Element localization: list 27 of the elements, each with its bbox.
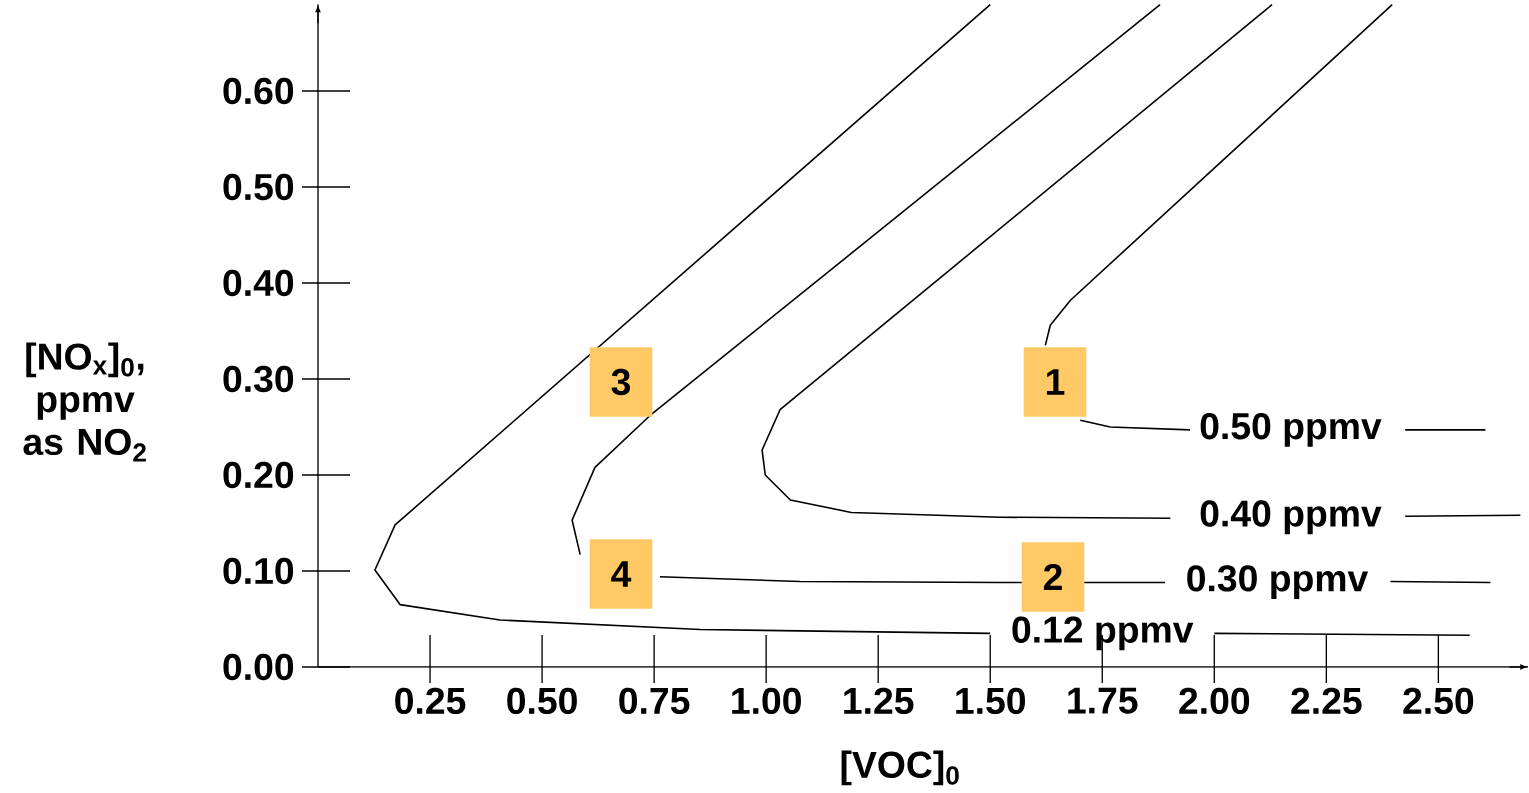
series-label: 0.30 ppmv	[1187, 565, 1369, 599]
annotation: 4	[611, 561, 632, 587]
x-tick-label: 1.50	[956, 687, 1026, 715]
x-tick-label: 2.25	[1291, 687, 1362, 715]
y-tick-label: 0.10	[223, 557, 294, 585]
legend-label: 0.12 ppmv	[1012, 616, 1194, 651]
x-axis-title: [VOC]$_{0}$	[841, 750, 959, 786]
x-tick-label: 0.50	[507, 687, 577, 715]
y-axis-title: [NO$_{x}$]$_{0}$, ppmv as NO$_{2}$	[23, 342, 146, 462]
x-tick-label: 1.00	[732, 687, 801, 715]
annotation: 2	[1043, 563, 1062, 591]
y-tick-label: 0.60	[223, 77, 294, 105]
x-tick-label: 2.00	[1179, 687, 1250, 715]
y-tick-label: 0.50	[223, 173, 294, 201]
x-tick-label: 2.50	[1403, 687, 1474, 715]
y-tick-label: 0.30	[223, 365, 294, 393]
annotation: 3	[611, 368, 631, 396]
x-tick-label: 0.25	[395, 687, 466, 715]
series-label: 0.50 ppmv	[1200, 412, 1382, 447]
annotation: 1	[1046, 369, 1065, 395]
y-tick-label: 0.20	[223, 461, 294, 489]
x-tick-label: 1.25	[844, 687, 914, 715]
y-tick-label: 0.40	[223, 269, 294, 297]
x-tick-label: 1.75	[1068, 687, 1138, 714]
y-tick-label: 0.00	[223, 653, 294, 681]
series-label: 0.40 ppmv	[1200, 500, 1382, 535]
x-tick-label: 0.75	[619, 687, 690, 715]
